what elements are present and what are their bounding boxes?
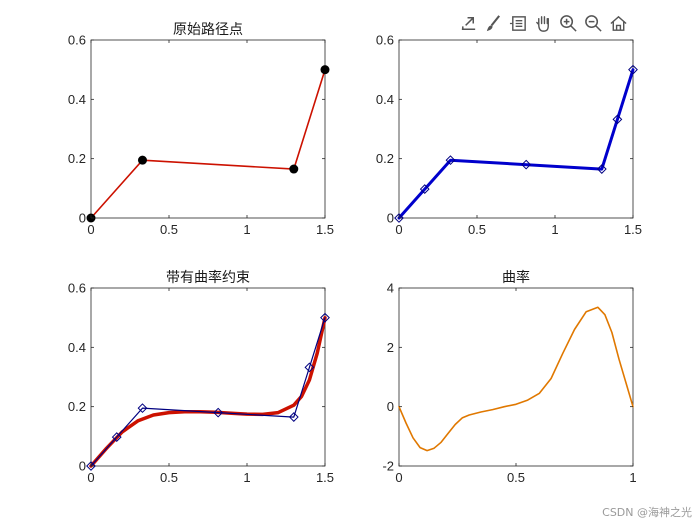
y-tick-label: 0.4: [68, 92, 86, 107]
axes-box: [90, 39, 326, 219]
y-tick-label: 0.6: [376, 33, 394, 48]
x-tick-label: 0.5: [160, 222, 178, 237]
axes-box: [90, 287, 326, 467]
pan-hand-icon: [536, 15, 549, 32]
export-button[interactable]: [458, 12, 479, 34]
data-point: [320, 65, 330, 75]
zoom-out-icon: [585, 14, 602, 32]
axes-box: [398, 39, 634, 219]
x-tick-label: 1: [551, 222, 558, 237]
series-line: [397, 68, 635, 220]
chart-title: 曲率: [502, 269, 530, 285]
export-icon: [461, 16, 476, 30]
x-tick-label: 0.5: [160, 470, 178, 485]
subplot-2: 0 0.5 1 1.5 0 0.2 0.4 0.6: [376, 33, 642, 238]
data-marker: [596, 164, 607, 174]
data-marker: [628, 64, 638, 75]
zoom-out-button[interactable]: [583, 12, 604, 34]
data-marker: [394, 213, 404, 223]
x-tick-label: 0: [395, 470, 402, 485]
y-tick-label: 0.2: [68, 151, 86, 166]
axes-box: [398, 287, 634, 467]
x-tick-label: 0: [395, 222, 402, 237]
datatip-icon: [509, 15, 526, 31]
data-marker: [445, 155, 456, 166]
x-tick-label: 1: [243, 470, 250, 485]
y-tick-label: 0: [387, 211, 394, 226]
data-marker: [137, 403, 148, 414]
datatip-button[interactable]: [508, 12, 529, 34]
x-tick-label: 0.5: [507, 470, 525, 485]
x-tick-label: 1.5: [624, 222, 642, 237]
data-marker: [320, 312, 330, 323]
series-line: [90, 68, 326, 219]
data-marker: [419, 184, 430, 194]
watermark: CSDN @海神之光: [602, 506, 692, 519]
y-tick-label: 0.4: [68, 340, 86, 355]
y-tick-label: -2: [382, 459, 394, 474]
y-tick-label: 4: [387, 281, 394, 296]
y-tick-label: 0.6: [68, 33, 86, 48]
data-marker: [111, 432, 122, 442]
x-tick-label: 0.5: [468, 222, 486, 237]
subplot-1: 0 0.5 1 1.5 0 0.2 0.4 0.6 原始路径点: [68, 21, 334, 237]
axes-toolbar: [458, 12, 629, 34]
data-marker: [213, 407, 224, 418]
x-tick-label: 1: [629, 470, 636, 485]
y-tick-label: 0: [79, 459, 86, 474]
x-tick-label: 0: [87, 470, 94, 485]
data-point: [137, 155, 147, 165]
x-tick-label: 1.5: [316, 470, 334, 485]
y-tick-label: 0.2: [68, 399, 86, 414]
data-marker: [304, 362, 315, 373]
x-tick-label: 1.5: [316, 222, 334, 237]
home-icon: [610, 15, 627, 31]
series-line: [398, 306, 634, 452]
series-line: [90, 317, 326, 467]
zoom-in-icon: [560, 14, 577, 32]
data-point: [289, 164, 299, 174]
zoom-in-button[interactable]: [558, 12, 579, 34]
y-tick-label: 0: [79, 211, 86, 226]
x-tick-label: 0: [87, 222, 94, 237]
chart-title: 带有曲率约束: [166, 269, 250, 285]
brush-icon: [486, 14, 501, 31]
brush-button[interactable]: [483, 12, 504, 34]
subplot-3: 0 0.5 1 1.5 0 0.2 0.4 0.6 带有曲率约束: [68, 269, 334, 485]
data-marker: [86, 461, 96, 471]
y-tick-label: 0.2: [376, 151, 394, 166]
data-marker: [288, 412, 299, 422]
data-marker: [612, 114, 623, 125]
x-tick-label: 1: [243, 222, 250, 237]
home-button[interactable]: [608, 12, 629, 34]
y-tick-label: 0: [387, 399, 394, 414]
chart-title: 原始路径点: [173, 21, 243, 37]
y-tick-label: 2: [387, 340, 394, 355]
y-tick-label: 0.4: [376, 92, 394, 107]
pan-button[interactable]: [533, 12, 554, 34]
y-tick-label: 0.6: [68, 281, 86, 296]
data-marker: [521, 159, 532, 170]
